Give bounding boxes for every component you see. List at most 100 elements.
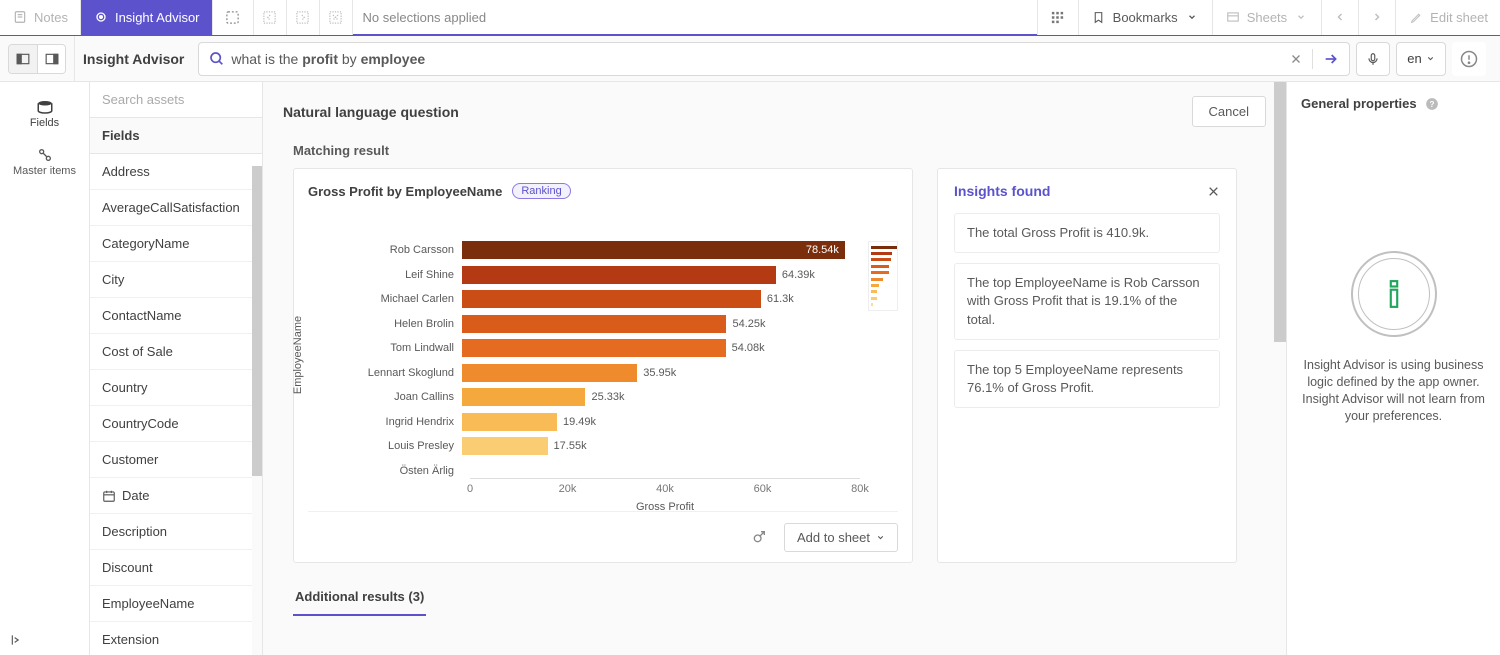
question-heading: Natural language question [283,104,1192,120]
bar-rect[interactable] [462,413,557,431]
page-title: Insight Advisor [83,51,184,67]
search-input-wrapper: what is the profit by employee [198,42,1350,76]
center-scroll-thumb[interactable] [1274,82,1286,342]
bar-rect[interactable] [462,364,637,382]
assets-item[interactable]: Address [90,154,262,190]
assets-item[interactable]: ContactName [90,298,262,334]
bar-value-label: 54.25k [732,318,765,330]
insight-item[interactable]: The total Gross Profit is 410.9k. [954,213,1220,253]
chart-bar-row: Louis Presley17.55k [308,437,852,455]
selection-tool-icon [225,9,241,25]
step-back-icon [262,9,278,25]
notes-button[interactable]: Notes [0,0,81,35]
cancel-button[interactable]: Cancel [1192,96,1266,127]
bar-value-label: 54.08k [732,342,765,354]
bar-rect[interactable] [462,290,761,308]
layout-left-button[interactable] [9,45,37,73]
step-fwd-button[interactable] [287,0,320,35]
rail-fields-label: Fields [30,117,59,129]
properties-help-icon[interactable]: ? [1425,97,1439,111]
bar-value-label: 64.39k [782,269,815,281]
bookmarks-button[interactable]: Bookmarks [1078,0,1212,35]
chart-minimap[interactable] [868,241,898,311]
assets-item[interactable]: CategoryName [90,226,262,262]
assets-panel: Search assets Fields AddressAverageCallS… [90,82,263,655]
insight-item[interactable]: The top 5 EmployeeName represents 76.1% … [954,350,1220,408]
bar-category-label: Rob Carsson [308,244,462,256]
add-to-sheet-button[interactable]: Add to sheet [784,523,898,552]
submit-search-button[interactable] [1323,51,1339,67]
x-tick-label: 60k [754,483,772,495]
assets-item[interactable]: CountryCode [90,406,262,442]
info-ring-icon [1351,251,1437,337]
insight-advisor-tab[interactable]: Insight Advisor [81,0,213,35]
assets-item[interactable]: Discount [90,550,262,586]
assets-item[interactable]: Date [90,478,262,514]
insight-item[interactable]: The top EmployeeName is Rob Carsson with… [954,263,1220,340]
assets-item[interactable]: EmployeeName [90,586,262,622]
assets-item[interactable]: Extension [90,622,262,655]
bar-value-label: 25.33k [591,391,624,403]
pencil-icon [1408,9,1424,25]
bar-value-label: 17.55k [554,440,587,452]
rail-fields[interactable]: Fields [0,90,90,138]
chart-bar-row: Ingrid Hendrix19.49k [308,413,852,431]
grid-button[interactable] [1037,0,1078,35]
assets-scroll-thumb[interactable] [252,176,262,476]
x-tick-label: 0 [467,483,473,495]
assets-item[interactable]: City [90,262,262,298]
bar-rect[interactable] [462,388,585,406]
language-select[interactable]: en [1396,42,1446,76]
rail-master-label: Master items [13,165,76,177]
close-insights-button[interactable] [1207,185,1220,198]
chevron-left-icon [1332,9,1348,25]
bar-chart[interactable]: EmployeeName Rob Carsson78.54kLeif Shine… [308,205,868,505]
sheets-label: Sheets [1247,10,1287,25]
next-sheet-button[interactable] [1358,0,1395,35]
bar-rect[interactable] [462,315,726,333]
sheets-button[interactable]: Sheets [1212,0,1321,35]
bar-rect[interactable] [462,437,548,455]
layout-toggle [8,44,66,74]
tab-additional-results[interactable]: Additional results (3) [293,583,426,616]
bar-category-label: Joan Callins [308,391,462,403]
main-area: Fields Master items Search assets Fields… [0,82,1500,655]
bar-rect[interactable] [462,266,776,284]
center-panel: Natural language question Cancel Matchin… [263,82,1286,655]
chart-card: Gross Profit by EmployeeName Ranking Emp… [293,168,913,563]
clear-search-button[interactable] [1290,53,1302,65]
clear-selections-button[interactable] [320,0,353,35]
assets-item[interactable]: Country [90,370,262,406]
selection-tool-button[interactable] [213,0,254,35]
bar-category-label: Leif Shine [308,269,462,281]
bar-category-label: Tom Lindwall [308,342,462,354]
help-button[interactable] [1452,42,1486,76]
explore-chart-button[interactable] [744,522,774,552]
x-axis-label: Gross Profit [636,501,694,513]
chart-badge: Ranking [512,183,570,199]
search-input[interactable]: what is the profit by employee [225,51,1290,67]
assets-item[interactable]: Cost of Sale [90,334,262,370]
pin-panel-button[interactable] [10,633,24,647]
insight-advisor-label: Insight Advisor [115,10,200,25]
voice-button[interactable] [1356,42,1390,76]
chart-bar-row: Leif Shine 64.39k [308,266,852,284]
bar-value-label: 19.49k [563,416,596,428]
layout-right-button[interactable] [37,45,65,73]
assets-scroll-up[interactable] [252,166,262,176]
grid-icon [1050,9,1066,25]
bar-value-label: 35.95k [643,367,676,379]
bar-rect[interactable] [462,339,726,357]
assets-item[interactable]: Description [90,514,262,550]
properties-panel: General properties ? Insight Advisor is … [1286,82,1500,655]
assets-search[interactable]: Search assets [90,82,262,117]
prev-sheet-button[interactable] [1321,0,1358,35]
chart-bar-row: Lennart Skoglund35.95k [308,364,852,382]
step-back-button[interactable] [254,0,287,35]
assets-item[interactable]: AverageCallSatisfaction [90,190,262,226]
bar-rect[interactable] [462,241,845,259]
edit-sheet-button[interactable]: Edit sheet [1395,0,1500,35]
sheets-icon [1225,9,1241,25]
rail-master-items[interactable]: Master items [0,138,90,186]
assets-item[interactable]: Customer [90,442,262,478]
